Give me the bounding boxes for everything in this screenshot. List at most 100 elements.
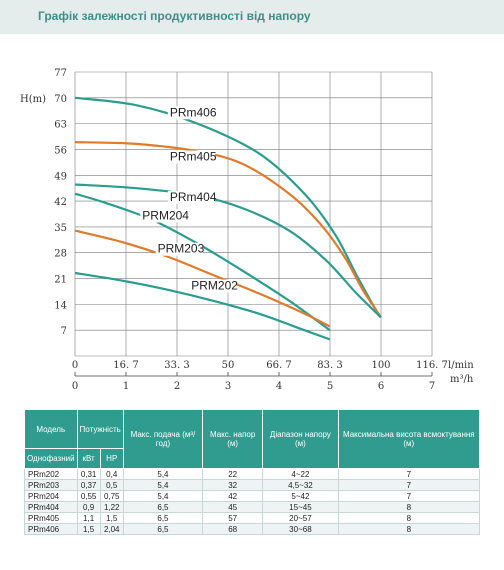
curve-label-bg [167,191,216,205]
col-power: Потужність [76,409,124,449]
cell-range: 4,5~32 [262,479,339,491]
cell-head: 42 [202,490,264,502]
cell-kw: 0,31 [76,468,101,480]
cell-flow: 6,5 [122,523,204,535]
cell-kw: 0,55 [76,490,101,502]
curve-label-prm404: PRm404 [170,190,217,204]
col-head: Макс. напор (м) [202,409,264,469]
sub-hp: HP [99,448,124,469]
x-unit-lmin: l/min [448,360,474,371]
cell-kw: 1,5 [76,523,101,535]
table-row: PRm406 1,5 2,04 6,5 68 30~68 8 [24,523,481,535]
sub-kw: кВт [76,448,101,469]
x-tick-label-m3h: 3 [225,381,231,392]
curve-prm202 [74,271,331,341]
y-tick-label: 14 [54,300,67,311]
x-tick-label-m3h: 1 [123,381,129,392]
cell-model: PRm406 [24,523,78,535]
table-row: PRm404 0,9 1,22 6,5 45 15~45 8 [24,501,481,513]
cell-hp: 0,5 [99,479,124,491]
curve-prm404 [74,183,382,319]
x-tick-label-lmin: 16. 7 [113,360,138,371]
cell-hp: 0,75 [99,490,124,502]
col-flow: Макс. подача (м³/год) [122,409,204,469]
cell-flow: 5,4 [122,490,204,502]
cell-hp: 2,04 [99,523,124,535]
y-tick-label: 42 [54,197,67,208]
cell-flow: 6,5 [122,512,204,524]
curve-label-prm405: PRm405 [170,150,217,164]
cell-flow: 6,5 [122,501,204,513]
x-tick-label-lmin: 83. 3 [317,360,342,371]
curve-label-bg [167,150,216,164]
curve-label-bg [155,242,203,256]
curve-label-prm203: PRM203 [158,242,205,256]
cell-model: PRm204 [24,490,78,502]
table-row: PRm405 1,1 1,5 6,5 57 20~57 8 [24,512,481,524]
header-banner: Графік залежності продуктивності від нап… [0,0,504,34]
curve-label-bg [140,209,188,223]
cell-hp: 1,5 [99,512,124,524]
table-row: PRm204 0,55 0,75 5,4 42 5~42 7 [24,490,481,502]
curve-label-prm406: PRm406 [170,105,217,119]
cell-hp: 0,4 [99,468,124,480]
y-tick-label: 56 [54,145,67,156]
curve-label-bg [167,106,216,120]
cell-kw: 0,9 [76,501,101,513]
y-axis-label: H(m) [20,94,46,105]
col-range: Діапазон напору (м) [262,409,339,469]
cell-range: 20~57 [262,512,339,524]
cell-model: PRm202 [24,468,78,480]
x-tick-label-m3h: 0 [72,381,78,392]
cell-suction: 7 [337,490,481,502]
table-row: PRm203 0,37 0,5 5,4 32 4,5~32 7 [24,479,481,491]
cell-suction: 7 [337,479,481,491]
y-tick-label: 28 [54,249,67,260]
curve-prm204 [74,192,331,332]
cell-model: PRm405 [24,512,78,524]
table-row: PRm202 0,31 0,4 5,4 22 4~22 7 [24,468,481,480]
x-tick-label-lmin: 50 [222,360,235,371]
x-tick-label-lmin: 66. 7 [266,360,291,371]
y-tick-label: 7 [61,326,67,337]
y-tick-label: 49 [54,171,67,182]
cell-head: 57 [202,512,264,524]
cell-range: 5~42 [262,490,339,502]
x-tick-label-m3h: 2 [174,381,180,392]
cell-flow: 5,4 [122,479,204,491]
y-tick-label: 70 [54,94,67,105]
x-tick-label-m3h: 7 [429,381,435,392]
cell-head: 22 [202,468,264,480]
cell-kw: 1,1 [76,512,101,524]
x-tick-label-m3h: 4 [276,381,282,392]
chart-title: Графік залежності продуктивності від нап… [38,9,311,23]
cell-kw: 0,37 [76,479,101,491]
y-tick-label: 63 [54,120,67,131]
cell-model: PRm404 [24,501,78,513]
col-model: Модель [24,409,78,449]
x-tick-label-m3h: 6 [378,381,384,392]
x-unit-m3h: m³/h [450,374,474,385]
spec-table-wrapper: Модель Потужність Макс. подача (м³/год) … [24,409,481,535]
cell-suction: 8 [337,523,481,535]
curve-label-prm204: PRM204 [142,209,189,223]
y-tick-label: 21 [54,275,67,286]
curve-label-prm202: PRM202 [191,279,238,293]
sub-phase: Однофазний [24,448,78,469]
cell-hp: 1,22 [99,501,124,513]
col-suction: Максимальна висота всмоктування (м) [337,409,481,469]
cell-flow: 5,4 [122,468,204,480]
cell-range: 30~68 [262,523,339,535]
curve-prm405 [74,141,382,318]
x-tick-label-lmin: 116. 7 [416,360,448,371]
x-tick-label-lmin: 0 [72,360,78,371]
spec-table-body: PRm202 0,31 0,4 5,4 22 4~22 7 PRm203 0,37 0,5 5,4 3… [24,468,481,535]
cell-range: 4~22 [262,468,339,480]
cell-range: 15~45 [262,501,339,513]
cell-model: PRm203 [24,479,78,491]
x-tick-label-m3h: 5 [327,381,333,392]
curve-label-bg [189,279,237,293]
x-tick-label-lmin: 33. 3 [164,360,189,371]
spec-table: Модель Потужність Макс. подача (м³/год) … [24,409,481,535]
